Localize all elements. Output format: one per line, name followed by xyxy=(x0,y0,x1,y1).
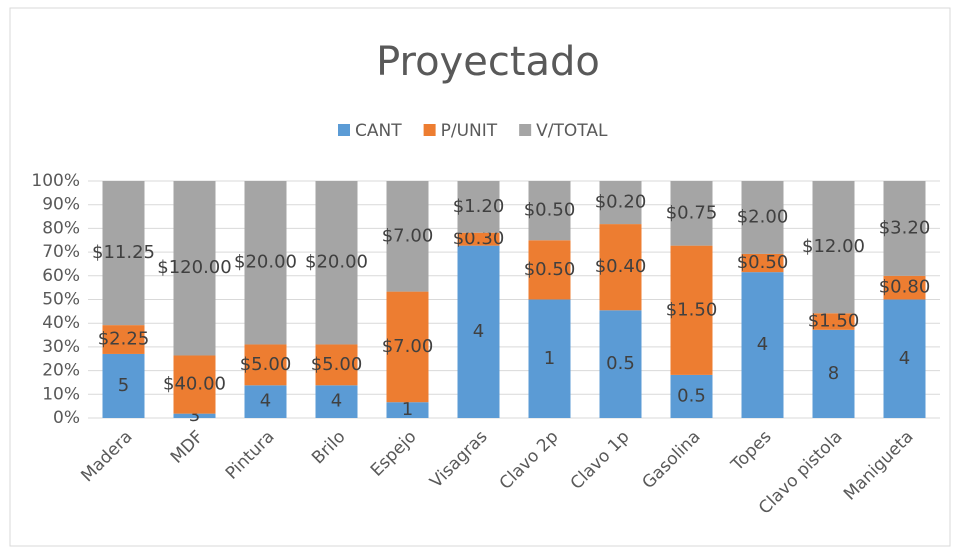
data-label: 4 xyxy=(473,321,484,342)
data-label: 3 xyxy=(189,405,200,426)
data-label: $5.00 xyxy=(240,354,292,375)
data-label: $0.75 xyxy=(666,202,718,223)
legend-swatch xyxy=(338,124,350,136)
bar-segment xyxy=(457,181,500,233)
data-label: $0.50 xyxy=(737,252,789,273)
bar-segment xyxy=(670,374,713,418)
data-label: $7.00 xyxy=(382,336,434,357)
bar-segment xyxy=(741,253,784,273)
bar-segment xyxy=(599,224,642,311)
y-tick-label: 90% xyxy=(42,195,80,215)
bar-segment xyxy=(173,413,216,418)
bar-segment xyxy=(599,310,642,418)
bar-segment xyxy=(812,329,855,418)
bar-segment xyxy=(457,245,500,418)
legend-swatch xyxy=(519,124,532,136)
bar-segment xyxy=(386,402,429,418)
bar-segment xyxy=(244,385,287,418)
bar-segment xyxy=(102,353,145,418)
y-tick-label: 100% xyxy=(31,171,80,191)
data-label: $3.20 xyxy=(879,217,931,238)
bar-segment xyxy=(741,272,784,418)
bar-segment xyxy=(102,325,145,354)
data-label: $1.50 xyxy=(808,311,860,332)
data-label: $2.00 xyxy=(737,206,789,227)
data-label: 0.5 xyxy=(606,353,635,374)
data-label: 4 xyxy=(331,391,342,412)
data-label: $2.25 xyxy=(98,329,150,350)
data-label: 4 xyxy=(899,348,910,369)
legend-label: CANT xyxy=(355,121,402,141)
data-label: $7.00 xyxy=(382,225,434,246)
y-tick-label: 60% xyxy=(42,266,80,286)
y-tick-label: 10% xyxy=(42,384,80,404)
bar-segment xyxy=(528,299,571,418)
data-label: 1 xyxy=(402,399,413,420)
data-label: 4 xyxy=(757,334,768,355)
data-label: 0.5 xyxy=(677,385,706,406)
bar-segment xyxy=(244,344,287,386)
data-label: $1.50 xyxy=(666,299,718,320)
data-label: 4 xyxy=(260,391,271,412)
data-label: 1 xyxy=(544,348,555,369)
y-tick-label: 20% xyxy=(42,361,80,381)
data-label: 8 xyxy=(828,363,839,384)
bar-segment xyxy=(315,385,358,418)
bar-segment xyxy=(883,275,926,300)
bar-segment xyxy=(741,181,784,254)
y-tick-label: 50% xyxy=(42,290,80,310)
data-label: $20.00 xyxy=(234,252,297,273)
bar-segment xyxy=(670,245,713,375)
legend-swatch xyxy=(423,124,436,136)
bar-segment xyxy=(315,344,358,386)
bar-segment xyxy=(528,240,571,300)
y-tick-label: 40% xyxy=(42,313,80,333)
bar-segment xyxy=(528,181,571,241)
data-label: $0.80 xyxy=(879,277,931,298)
y-tick-label: 80% xyxy=(42,218,80,238)
data-label: $20.00 xyxy=(305,252,368,273)
legend-label: P/UNIT xyxy=(441,121,498,141)
data-label: $0.20 xyxy=(595,192,647,213)
bar-segment xyxy=(670,181,713,246)
y-tick-label: 0% xyxy=(53,408,80,428)
data-label: $1.20 xyxy=(453,196,505,217)
bar-segment xyxy=(883,299,926,418)
data-label: $0.30 xyxy=(453,228,505,249)
bar-segment xyxy=(386,291,429,403)
data-label: $120.00 xyxy=(157,257,231,278)
data-label: 5 xyxy=(118,375,129,396)
bar-segment xyxy=(244,181,287,345)
data-label: $0.40 xyxy=(595,256,647,277)
data-label: $40.00 xyxy=(163,374,226,395)
data-label: $11.25 xyxy=(92,242,155,263)
bar-segment xyxy=(812,313,855,330)
legend-label: V/TOTAL xyxy=(536,121,608,141)
data-label: $0.50 xyxy=(524,200,576,221)
bar-segment xyxy=(386,181,429,292)
y-tick-label: 30% xyxy=(42,337,80,357)
bar-segment xyxy=(883,181,926,276)
data-label: $12.00 xyxy=(802,236,865,257)
y-tick-label: 70% xyxy=(42,242,80,262)
data-label: $5.00 xyxy=(311,354,363,375)
bar-segment xyxy=(102,181,145,326)
bar-segment xyxy=(457,232,500,246)
bar-segment xyxy=(315,181,358,345)
bar-segment xyxy=(599,181,642,225)
bar-segment xyxy=(812,181,855,314)
bar-segment xyxy=(173,355,216,414)
data-label: $0.50 xyxy=(524,259,576,280)
bar-segment xyxy=(173,181,216,356)
chart-title: Proyectado xyxy=(376,39,600,85)
